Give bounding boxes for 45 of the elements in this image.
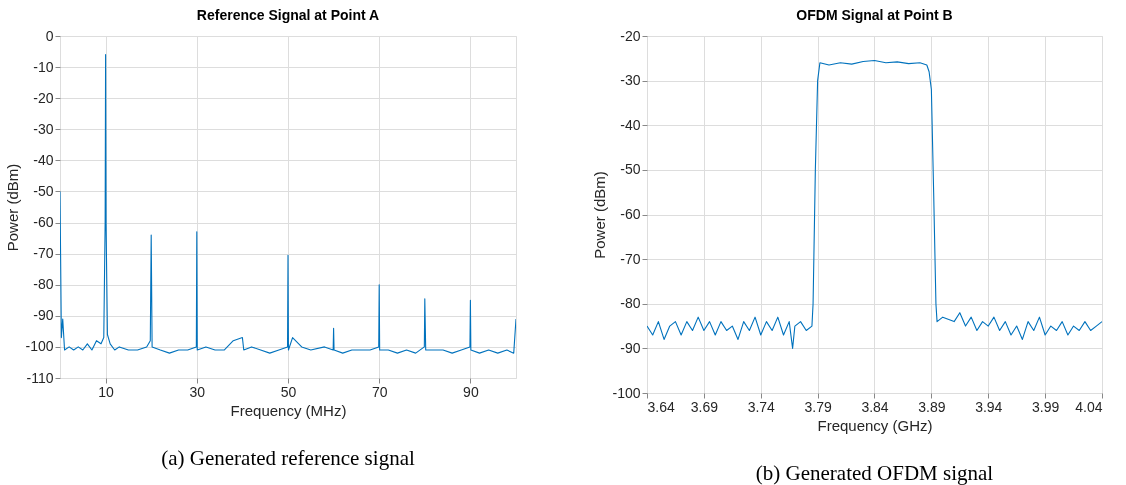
- y-tick-label: 0: [45, 27, 54, 44]
- line-series: [60, 54, 516, 354]
- y-tick-label: -70: [620, 250, 641, 267]
- x-tick-label: 70: [371, 383, 388, 400]
- y-tick-label: -40: [33, 151, 54, 168]
- y-tick-label: -20: [33, 89, 54, 106]
- y-tick-label: -100: [612, 384, 641, 401]
- y-tick-label: -70: [33, 245, 54, 262]
- x-tick-label: 3.89: [918, 398, 946, 415]
- y-tick-label: -50: [33, 182, 54, 199]
- y-tick-label: -50: [620, 161, 641, 178]
- y-tick-label: -30: [620, 72, 641, 89]
- chart-title: OFDM Signal at Point B: [796, 7, 953, 23]
- x-tick-label: 3.99: [1032, 398, 1060, 415]
- x-axis-title: Frequency (GHz): [817, 416, 933, 434]
- x-tick-label: 3.69: [690, 398, 719, 415]
- y-axis-title: Power (dBm): [4, 163, 22, 252]
- x-tick-label: 3.94: [975, 398, 1003, 415]
- y-tick-label: -60: [620, 206, 641, 222]
- text: (b) Generated OFDM signal: [755, 461, 994, 485]
- y-tick-label: -60: [33, 214, 54, 231]
- y-tick-label: -40: [620, 116, 641, 133]
- x-tick-label: 90: [463, 383, 479, 400]
- x-tick-label: 3.64: [647, 398, 675, 415]
- x-tick-label: 10: [98, 383, 115, 400]
- y-tick-label: -80: [33, 276, 54, 293]
- text: (a) Generated reference signal: [161, 446, 415, 470]
- y-tick-label: -100: [25, 338, 54, 355]
- y-tick-label: -80: [620, 295, 641, 312]
- y-tick-label: -30: [33, 120, 54, 137]
- x-tick-label: 3.84: [861, 398, 889, 415]
- x-tick-label: 4.04: [1075, 398, 1103, 415]
- y-axis-title: Power (dBm): [591, 171, 609, 259]
- line-series: [647, 59, 1102, 349]
- x-axis-title: Frequency (MHz): [230, 401, 347, 419]
- x-tick-label: 50: [280, 383, 297, 400]
- y-tick-label: -90: [33, 307, 54, 324]
- x-tick-label: 30: [189, 383, 206, 400]
- y-tick-label: -110: [26, 369, 54, 386]
- chart-title: Reference Signal at Point A: [196, 7, 380, 23]
- x-tick-label: 3.74: [747, 398, 776, 415]
- y-tick-label: -90: [620, 339, 641, 356]
- y-tick-label: -20: [620, 27, 641, 44]
- x-tick-label: 3.79: [804, 398, 832, 415]
- y-tick-label: -10: [33, 58, 54, 75]
